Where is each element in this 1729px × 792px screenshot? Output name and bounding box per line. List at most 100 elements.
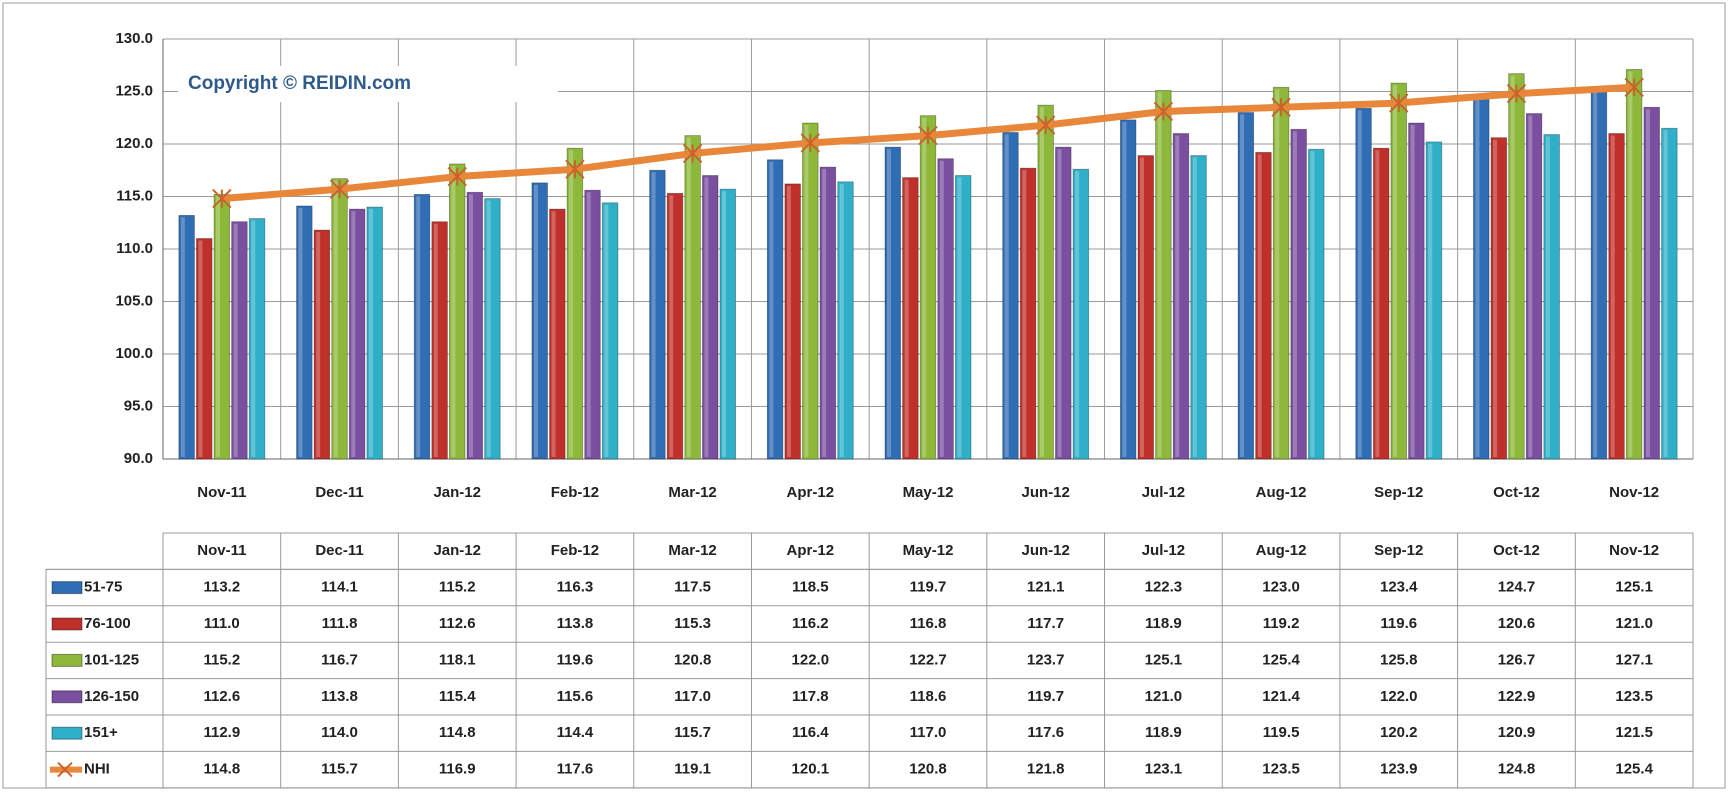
bar bbox=[296, 205, 313, 460]
bar bbox=[937, 158, 954, 460]
table-cell: 116.9 bbox=[439, 761, 476, 778]
bar-shine bbox=[586, 192, 591, 457]
table-cell: 118.9 bbox=[1145, 724, 1182, 741]
bar-shine bbox=[1057, 149, 1062, 457]
table-cell: 115.2 bbox=[203, 651, 240, 668]
bar-shine bbox=[686, 137, 691, 457]
bar bbox=[684, 135, 701, 460]
lines bbox=[212, 77, 1644, 209]
table-cell: 123.9 bbox=[1380, 761, 1418, 778]
bar bbox=[1525, 113, 1543, 460]
line-marker bbox=[447, 166, 467, 187]
bar bbox=[1355, 107, 1372, 460]
bar bbox=[1661, 127, 1678, 460]
legend-label: 101-125 bbox=[84, 651, 139, 668]
table-header: Feb-12 bbox=[551, 542, 599, 559]
y-tick-label: 110.0 bbox=[116, 240, 153, 257]
bar bbox=[919, 115, 937, 460]
table-cell: 126.7 bbox=[1498, 651, 1536, 668]
bar bbox=[484, 198, 501, 460]
table-cell: 119.5 bbox=[1263, 724, 1300, 741]
bar bbox=[348, 208, 366, 460]
bar-shine bbox=[1528, 115, 1533, 458]
table-cell: 125.8 bbox=[1380, 651, 1418, 668]
bar-shine bbox=[551, 211, 556, 457]
line-marker bbox=[800, 133, 821, 153]
line-marker bbox=[212, 188, 232, 209]
bar bbox=[431, 221, 448, 460]
table-cell: 118.5 bbox=[792, 579, 829, 596]
x-tick-label: Feb-12 bbox=[551, 484, 599, 501]
table-cell: 112.9 bbox=[203, 724, 240, 741]
table-header: Mar-12 bbox=[668, 542, 716, 559]
bar bbox=[466, 191, 484, 460]
bar bbox=[1055, 146, 1072, 460]
y-tick-label: 120.0 bbox=[115, 135, 153, 152]
bar bbox=[884, 146, 902, 460]
table-cell: 117.0 bbox=[910, 724, 947, 741]
annotation: Copyright © REIDIN.com bbox=[188, 73, 411, 94]
line-marker bbox=[1153, 101, 1174, 122]
bar bbox=[366, 206, 383, 460]
annotation-box bbox=[178, 66, 558, 102]
bar-shine bbox=[704, 177, 709, 457]
table-cell: 123.1 bbox=[1145, 761, 1183, 778]
bar bbox=[784, 183, 801, 460]
legend-label: 76-100 bbox=[84, 615, 131, 632]
table-cell: 111.0 bbox=[204, 615, 240, 632]
table-cell: 123.7 bbox=[1027, 651, 1065, 668]
table-cell: 125.1 bbox=[1145, 651, 1183, 668]
bar-shine bbox=[198, 240, 203, 457]
table-cell: 114.4 bbox=[557, 724, 594, 741]
legend-label: 151+ bbox=[84, 724, 118, 741]
table-cell: 115.6 bbox=[557, 688, 594, 705]
x-tick-label: Jan-12 bbox=[433, 484, 481, 501]
x-tick-label: Oct-12 bbox=[1493, 484, 1540, 501]
bar-shine bbox=[1428, 143, 1433, 457]
table-cell: 116.2 bbox=[792, 615, 829, 632]
bar-shine bbox=[316, 232, 321, 457]
bar-shine bbox=[1610, 135, 1615, 457]
line-marker bbox=[918, 125, 938, 146]
table-cell: 114.1 bbox=[321, 579, 358, 596]
y-tick-label: 115.0 bbox=[116, 187, 153, 204]
table-cell: 121.5 bbox=[1615, 724, 1653, 741]
bar bbox=[1543, 134, 1560, 460]
bar-shine bbox=[939, 160, 944, 457]
table-header: Nov-11 bbox=[197, 542, 246, 559]
bar bbox=[1390, 82, 1407, 460]
bar-shine bbox=[1240, 114, 1245, 457]
table-cell: 122.7 bbox=[909, 651, 947, 668]
bar bbox=[1625, 69, 1643, 460]
bar-shine bbox=[1122, 121, 1127, 457]
bar bbox=[719, 188, 737, 460]
bar-shine bbox=[1292, 131, 1297, 458]
line-marker bbox=[682, 143, 703, 164]
bars bbox=[178, 69, 1678, 460]
table-header: Dec-11 bbox=[315, 542, 363, 559]
bar-shine bbox=[433, 223, 438, 457]
x-tick-label: Mar-12 bbox=[668, 484, 716, 501]
table-cell: 122.0 bbox=[792, 651, 830, 668]
bar-shine bbox=[786, 185, 791, 457]
table-header: Apr-12 bbox=[787, 542, 835, 559]
table-cell: 120.2 bbox=[1380, 724, 1418, 741]
x-tick-label: Dec-11 bbox=[315, 484, 363, 501]
table-cell: 127.1 bbox=[1615, 651, 1653, 668]
table-cell: 119.6 bbox=[1380, 615, 1417, 632]
bar-shine bbox=[922, 117, 927, 458]
legend-marker bbox=[57, 761, 73, 778]
bar-shine bbox=[1410, 125, 1415, 457]
bar-shine bbox=[1310, 151, 1315, 457]
y-tick-label: 90.0 bbox=[124, 450, 153, 467]
x-tick-label: Nov-11 bbox=[197, 484, 246, 501]
table-cell: 120.8 bbox=[674, 651, 712, 668]
bar bbox=[1372, 147, 1390, 460]
bar bbox=[531, 182, 548, 460]
bar-shine bbox=[1593, 92, 1598, 457]
bar bbox=[902, 177, 919, 460]
legend-swatch bbox=[51, 581, 83, 595]
table-cell: 116.7 bbox=[321, 651, 358, 668]
bar-shine bbox=[651, 172, 656, 457]
